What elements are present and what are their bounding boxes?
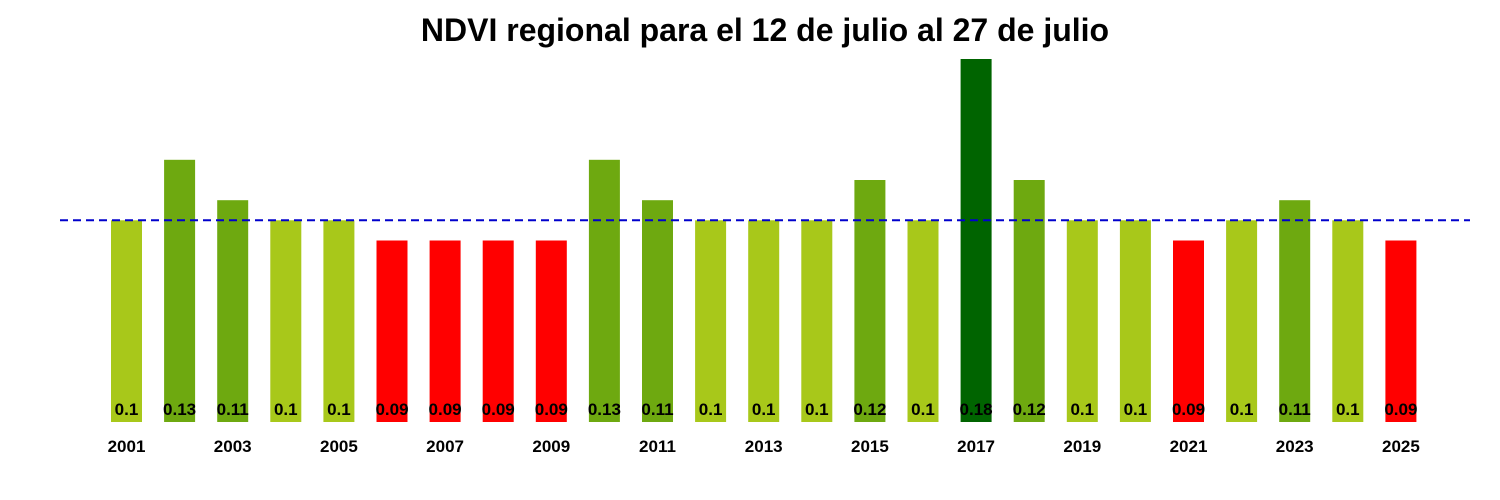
bar-2005 xyxy=(323,220,355,422)
value-label-2011: 0.11 xyxy=(641,400,673,419)
bar-2007 xyxy=(429,240,461,422)
x-tick-label-2009: 2009 xyxy=(532,437,570,456)
bar-2002 xyxy=(164,159,196,423)
value-label-2004: 0.1 xyxy=(274,400,298,419)
value-label-2019: 0.1 xyxy=(1070,400,1094,419)
value-label-2014: 0.1 xyxy=(805,400,829,419)
value-label-2013: 0.1 xyxy=(752,400,776,419)
bar-2015 xyxy=(854,180,886,422)
bar-2022 xyxy=(1226,220,1258,422)
bar-2008 xyxy=(482,240,514,422)
bar-2018 xyxy=(1013,180,1045,422)
bar-2011 xyxy=(642,200,673,422)
value-label-2001: 0.1 xyxy=(115,400,139,419)
bar-2009 xyxy=(535,240,567,422)
value-label-2012: 0.1 xyxy=(699,400,723,419)
bar-2025 xyxy=(1385,240,1417,422)
value-label-2017: 0.18 xyxy=(960,400,993,419)
value-label-2025: 0.09 xyxy=(1384,400,1417,419)
bar-2017 xyxy=(960,59,992,422)
bar-2016 xyxy=(907,220,939,422)
x-tick-label-2005: 2005 xyxy=(320,437,358,456)
bar-2019 xyxy=(1066,220,1098,422)
chart-title: NDVI regional para el 12 de julio al 27 … xyxy=(420,12,1110,48)
x-tick-label-2019: 2019 xyxy=(1063,437,1101,456)
x-tick-label-2007: 2007 xyxy=(426,437,464,456)
bar-2020 xyxy=(1119,220,1151,422)
value-label-2022: 0.1 xyxy=(1230,400,1254,419)
x-tick-label-2013: 2013 xyxy=(745,437,783,456)
value-label-2008: 0.09 xyxy=(482,400,515,419)
bar-2014 xyxy=(801,220,833,422)
bars-group xyxy=(111,59,1417,423)
value-label-2007: 0.09 xyxy=(429,400,462,419)
x-tick-label-2017: 2017 xyxy=(957,437,995,456)
bar-2004 xyxy=(270,220,302,422)
x-tick-label-2011: 2011 xyxy=(639,437,676,456)
bar-2006 xyxy=(376,240,408,422)
bar-2024 xyxy=(1332,220,1364,422)
value-label-2016: 0.1 xyxy=(911,400,935,419)
value-label-2009: 0.09 xyxy=(535,400,568,419)
value-label-2023: 0.11 xyxy=(1279,400,1311,419)
value-label-2020: 0.1 xyxy=(1124,400,1148,419)
value-label-2010: 0.13 xyxy=(588,400,621,419)
value-label-2003: 0.11 xyxy=(217,400,249,419)
bar-2021 xyxy=(1173,240,1204,422)
value-label-2024: 0.1 xyxy=(1336,400,1360,419)
x-tick-label-2001: 2001 xyxy=(108,437,146,456)
x-tick-label-2025: 2025 xyxy=(1382,437,1420,456)
value-label-2018: 0.12 xyxy=(1013,400,1046,419)
bar-2010 xyxy=(588,159,620,423)
bar-2003 xyxy=(217,200,249,422)
x-tick-label-2003: 2003 xyxy=(214,437,252,456)
bar-2012 xyxy=(695,220,727,422)
value-label-2021: 0.09 xyxy=(1172,400,1205,419)
x-tick-label-2021: 2021 xyxy=(1170,437,1208,456)
bar-2023 xyxy=(1279,200,1311,422)
x-tick-label-2023: 2023 xyxy=(1276,437,1314,456)
value-label-2015: 0.12 xyxy=(853,400,886,419)
x-tick-label-2015: 2015 xyxy=(851,437,889,456)
bar-2001 xyxy=(111,220,142,422)
value-label-2006: 0.09 xyxy=(375,400,408,419)
value-label-2002: 0.13 xyxy=(163,400,196,419)
bar-2013 xyxy=(748,220,780,422)
value-label-2005: 0.1 xyxy=(327,400,351,419)
